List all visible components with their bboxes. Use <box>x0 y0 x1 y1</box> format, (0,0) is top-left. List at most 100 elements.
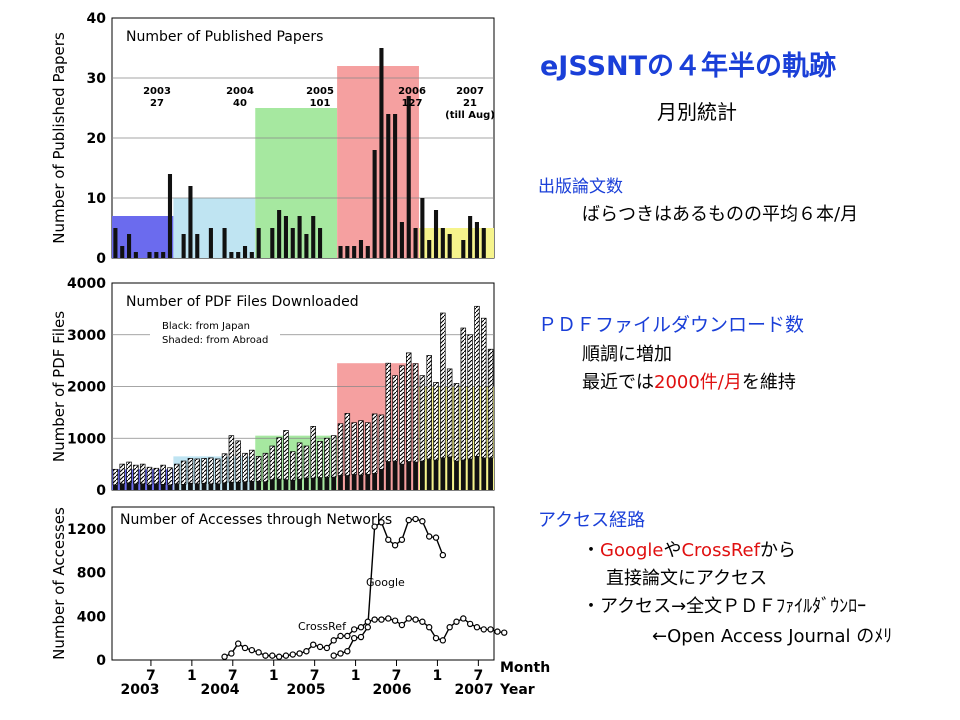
papers-period-band <box>337 66 419 258</box>
papers-bar <box>345 246 350 258</box>
access-series-label-google: Google <box>366 576 405 589</box>
access-point-google <box>391 542 399 549</box>
access-line-1: ・GoogleやCrossRefから <box>582 536 796 562</box>
pdf-bar-abroad <box>412 363 419 463</box>
pdf-bar-abroad <box>139 463 146 485</box>
access-point-crossref <box>289 651 296 658</box>
pdf-bar-japan <box>119 483 125 490</box>
pdf-y-tick-label: 2000 <box>67 380 106 396</box>
pdf-y-tick-label: 3000 <box>67 328 106 344</box>
pdf-bar-abroad <box>467 334 473 460</box>
pdf-bar-japan <box>392 461 398 490</box>
pdf-bar-japan <box>235 482 241 490</box>
pdf-bar-japan <box>488 457 493 490</box>
pdf-bar-japan <box>140 483 146 490</box>
pdf-bar-japan <box>310 478 316 490</box>
pdf-bar-abroad <box>474 305 480 457</box>
papers-bar <box>222 228 227 258</box>
pdf-bar-abroad <box>460 327 467 461</box>
pdf-bar-japan <box>133 483 139 490</box>
pdf-bar-japan <box>249 481 255 490</box>
access-crossref: CrossRef <box>681 540 760 561</box>
pdf-bar-japan <box>269 479 275 490</box>
pdf-bar-japan <box>201 483 207 490</box>
papers-bar <box>379 48 384 258</box>
access-title: Number of Accesses through Networks <box>120 512 392 528</box>
pdf-bar-japan <box>228 482 234 490</box>
papers-y-tick-label: 40 <box>87 11 107 27</box>
papers-bar <box>420 198 425 258</box>
pdf-bar-abroad <box>351 422 357 475</box>
access-kara: から <box>759 540 796 561</box>
access-point-crossref <box>255 649 262 656</box>
papers-bar <box>229 252 234 258</box>
pdf-bar-japan <box>153 483 159 490</box>
access-point-google <box>419 518 426 525</box>
pdf-bar-abroad <box>296 442 303 480</box>
pdf-bar-abroad <box>112 468 119 486</box>
access-year-axis-label: Year <box>499 682 535 698</box>
pdf-bar-japan <box>290 480 296 490</box>
access-point-google <box>344 648 351 655</box>
access-point-crossref <box>221 653 228 660</box>
pdf-legend-box <box>150 316 280 348</box>
pdf-bar-japan <box>454 461 459 490</box>
pdf-bar-abroad <box>249 449 255 482</box>
pdf-bar-japan <box>365 474 371 490</box>
pdf-bar-japan <box>344 475 350 490</box>
pdf-bar-japan <box>113 484 118 490</box>
pdf-bar-abroad <box>255 456 262 482</box>
access-x-tick-label: 1 <box>269 668 279 684</box>
pdf-bar-japan <box>263 481 268 490</box>
papers-bar <box>161 252 166 258</box>
access-x-tick-label: 1 <box>187 668 197 684</box>
pdf-bar-abroad <box>276 437 282 480</box>
papers-period-year: 2003 <box>143 86 171 97</box>
pdf-bar-japan <box>419 461 425 490</box>
pdf-bar-japan <box>256 481 262 490</box>
pdf-bar-abroad <box>214 458 221 485</box>
pdf-bar-abroad <box>153 467 160 485</box>
pdf-bar-japan <box>331 477 337 490</box>
papers-period-count: 40 <box>233 98 247 109</box>
access-point-crossref <box>439 637 447 644</box>
access-point-crossref <box>378 616 385 623</box>
pdf-bar-abroad <box>405 352 412 462</box>
access-x-axis-label: Month <box>500 660 550 676</box>
papers-bar <box>474 222 479 258</box>
papers-bar <box>393 114 398 258</box>
papers-title: Number of Published Papers <box>126 29 323 45</box>
papers-bar <box>181 234 186 258</box>
pdf-bar-japan <box>215 483 221 490</box>
pdf-bar-abroad <box>187 458 194 484</box>
access-point-google <box>439 551 447 559</box>
access-point-crossref <box>282 652 290 659</box>
access-point-google <box>350 634 358 642</box>
papers-bar <box>352 246 357 258</box>
access-point-crossref <box>419 618 426 625</box>
access-y-tick-label: 400 <box>77 609 106 625</box>
papers-bar <box>468 216 473 258</box>
papers-period-note: (till Aug) <box>445 110 495 121</box>
pdf-bar-abroad <box>371 413 378 474</box>
access-point-google <box>432 534 440 541</box>
access-point-crossref <box>234 640 242 647</box>
papers-bar <box>283 216 288 258</box>
pdf-bar-abroad <box>180 460 187 485</box>
pdf-bar-japan <box>440 457 446 490</box>
access-line-2: 直接論文にアクセス <box>606 568 768 589</box>
pdf-bar-japan <box>283 479 289 490</box>
pdf-bar-abroad <box>426 355 432 460</box>
papers-bar <box>440 228 445 258</box>
access-year-label: 2003 <box>121 682 160 698</box>
papers-bar <box>277 210 282 258</box>
pdf-heading: ＰＤＦファイルダウンロード数 <box>538 314 805 336</box>
papers-bar <box>249 252 254 258</box>
papers-bar <box>297 216 302 258</box>
papers-bar <box>433 210 439 258</box>
pdf-bar-abroad <box>221 453 228 484</box>
access-point-crossref <box>357 624 365 631</box>
pdf-bar-abroad <box>283 430 289 480</box>
access-point-crossref <box>344 632 351 640</box>
